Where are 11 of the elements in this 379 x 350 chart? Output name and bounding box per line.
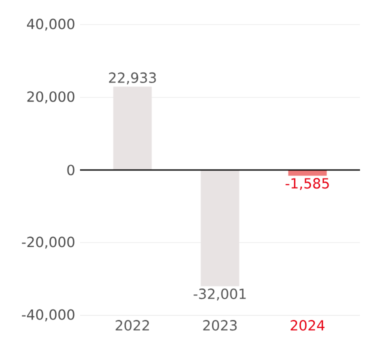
y-tick-label: -40,000 (22, 309, 74, 322)
data-label: 22,933 (109, 72, 156, 84)
y-tick-label: 20,000 (27, 91, 74, 104)
y-tick-label: -20,000 (22, 236, 74, 249)
data-label: -1,585 (286, 178, 329, 190)
x-tick-label: 2022 (116, 320, 149, 331)
x-tick-label: 2023 (203, 320, 237, 331)
y-tick-label: 40,000 (27, 18, 74, 31)
x-tick-label: 2024 (290, 320, 325, 331)
data-label: -32,001 (194, 288, 246, 301)
y-tick-label: 0 (67, 164, 74, 176)
